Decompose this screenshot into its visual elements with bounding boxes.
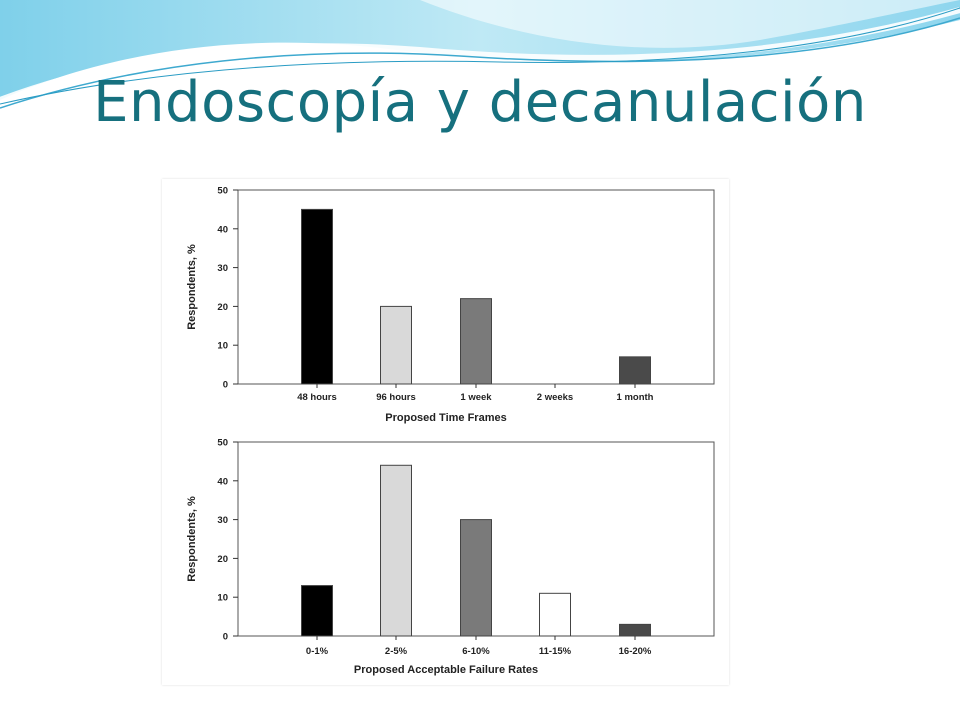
y-tick-label: 50 bbox=[217, 438, 228, 449]
bar-2-5- bbox=[380, 464, 412, 637]
bar-charts: 0 10 20 30 40 50 48 hours 96 hours 1 week 2 weeks… bbox=[186, 186, 715, 676]
y-tick-label: 40 bbox=[217, 476, 228, 487]
x-tick-label: 48 hours bbox=[297, 392, 337, 403]
bar-11-15- bbox=[539, 592, 571, 637]
bar-0-1- bbox=[301, 585, 333, 637]
y-tick-label: 20 bbox=[217, 554, 228, 565]
x-tick-label: 96 hours bbox=[376, 392, 416, 403]
bar-6-10- bbox=[460, 519, 492, 637]
wave-line-1 bbox=[0, 17, 960, 109]
x-tick-label: 2-5% bbox=[385, 646, 408, 657]
wave-swoosh bbox=[420, 0, 960, 48]
x-tick-label: 11-15% bbox=[539, 646, 572, 657]
slide-title: Endoscopía y decanulación bbox=[93, 70, 867, 135]
bar-16-20- bbox=[619, 623, 651, 637]
x-tick-label: 2 weeks bbox=[537, 392, 573, 403]
y-tick-label: 0 bbox=[223, 632, 228, 643]
bar-1-month bbox=[619, 356, 651, 385]
y-tick-label: 30 bbox=[217, 515, 228, 526]
wave-line-2 bbox=[0, 7, 960, 105]
x-tick-label: 1 month bbox=[617, 392, 654, 403]
x-axis-title: Proposed Acceptable Failure Rates bbox=[354, 664, 538, 676]
y-axis-title: Respondents, % bbox=[186, 496, 198, 582]
bar-96-hours bbox=[380, 305, 412, 385]
y-tick-label: 10 bbox=[217, 341, 228, 352]
y-tick-label: 0 bbox=[223, 380, 228, 391]
chart-figure: 0 10 20 30 40 50 48 hours 96 hours 1 week 2 weeks… bbox=[162, 179, 729, 685]
x-tick-label: 1 week bbox=[460, 392, 492, 403]
x-tick-label: 0-1% bbox=[306, 646, 329, 657]
bar-48-hours bbox=[301, 208, 333, 385]
y-tick-label: 10 bbox=[217, 593, 228, 604]
y-tick-label: 20 bbox=[217, 302, 228, 313]
y-tick-label: 30 bbox=[217, 263, 228, 274]
bar-1-week bbox=[460, 298, 492, 385]
y-tick-label: 40 bbox=[217, 224, 228, 235]
x-tick-label: 6-10% bbox=[462, 646, 490, 657]
y-tick-label: 50 bbox=[217, 186, 228, 197]
x-tick-label: 16-20% bbox=[619, 646, 652, 657]
x-axis-title: Proposed Time Frames bbox=[385, 412, 506, 424]
y-axis-title: Respondents, % bbox=[186, 244, 198, 330]
wave-highlight bbox=[0, 7, 960, 103]
